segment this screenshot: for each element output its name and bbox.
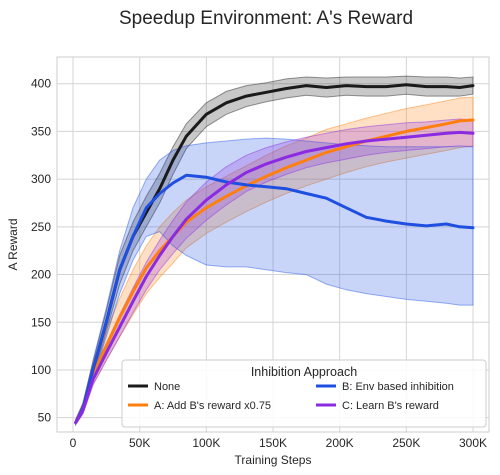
y-tick-label: 200 bbox=[31, 268, 51, 282]
y-tick-label: 50 bbox=[38, 411, 52, 425]
legend-label: A: Add B's reward x0.75 bbox=[154, 400, 271, 412]
plot-frame bbox=[56, 56, 490, 433]
legend-label: C: Learn B's reward bbox=[342, 400, 439, 412]
y-tick-label: 350 bbox=[31, 124, 51, 138]
legend-title: Inhibition Approach bbox=[251, 365, 357, 379]
x-axis-label: Training Steps bbox=[235, 453, 312, 467]
band-c-learn-b-s-reward bbox=[75, 118, 474, 426]
x-tick-label: 200K bbox=[326, 436, 354, 450]
y-tick-label: 150 bbox=[31, 315, 51, 329]
y-tick-label: 100 bbox=[31, 363, 51, 377]
x-tick-label: 0 bbox=[70, 436, 77, 450]
y-tick-label: 300 bbox=[31, 172, 51, 186]
series-line-b-env-based-inhibition bbox=[74, 173, 475, 424]
x-tick-label: 300K bbox=[459, 436, 487, 450]
x-tick-label: 100K bbox=[192, 436, 220, 450]
legend: Inhibition Approach None B: Env based inh… bbox=[121, 359, 487, 428]
x-tick-label: 50K bbox=[129, 436, 150, 450]
chart-title: Speedup Environment: A's Reward bbox=[119, 8, 413, 29]
tick-labels: 0 50K 100K 150K 200K 250K 300K 50 100 150 200 250 30… bbox=[31, 77, 487, 450]
y-tick-label: 400 bbox=[31, 77, 51, 91]
y-axis-label: A Reward bbox=[6, 218, 20, 270]
band-none bbox=[75, 75, 474, 427]
series-lines bbox=[74, 83, 475, 424]
x-tick-label: 250K bbox=[392, 436, 420, 450]
legend-box bbox=[121, 359, 487, 428]
legend-label: None bbox=[154, 381, 180, 393]
band-b-env-based-inhibition bbox=[75, 137, 474, 427]
legend-label: B: Env based inhibition bbox=[342, 381, 454, 393]
y-tick-label: 250 bbox=[31, 220, 51, 234]
x-tick-label: 150K bbox=[259, 436, 287, 450]
series-line-c-learn-b-s-reward bbox=[74, 130, 475, 424]
